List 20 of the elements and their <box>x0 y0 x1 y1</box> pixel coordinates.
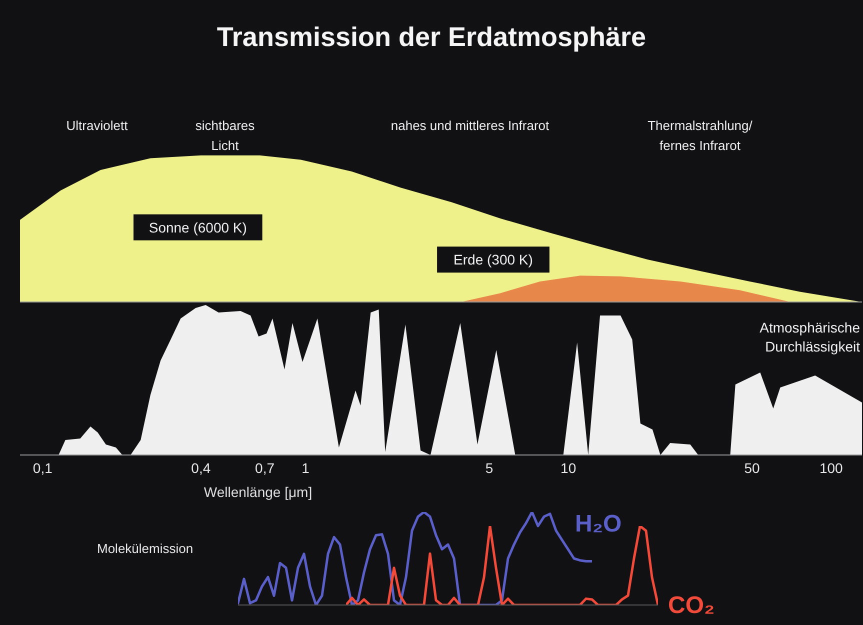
text: Thermalstrahlung/ fernes Infrarot <box>648 118 753 153</box>
series-label: Erde (300 K) <box>454 252 533 268</box>
x-tick-label: 50 <box>744 460 760 476</box>
text: nahes und mittleres Infrarot <box>390 118 550 133</box>
x-tick-label: 0,1 <box>32 460 53 476</box>
x-tick-label: 100 <box>819 460 844 476</box>
text: sichtbares Licht <box>195 118 256 153</box>
series-label: Sonne (6000 K) <box>148 219 247 236</box>
x-tick-label: 10 <box>560 460 576 476</box>
y-axis-title: Molekülemission <box>97 541 194 556</box>
x-axis-title: Wellenlänge [μm] <box>204 484 312 500</box>
x-tick-label: 0,4 <box>191 460 211 476</box>
series-label: Atmosphärische Durchlässigkeit <box>760 320 860 354</box>
chart-title: Transmission der Erdatmosphäre <box>216 22 648 53</box>
series-label: CO₂ <box>668 592 715 619</box>
text: Ultraviolett <box>66 118 128 133</box>
x-tick-label: 5 <box>485 460 494 476</box>
x-tick-label: 0,7 <box>255 460 275 476</box>
series-label: H₂O <box>575 510 622 538</box>
x-tick-label: 1 <box>302 460 310 476</box>
